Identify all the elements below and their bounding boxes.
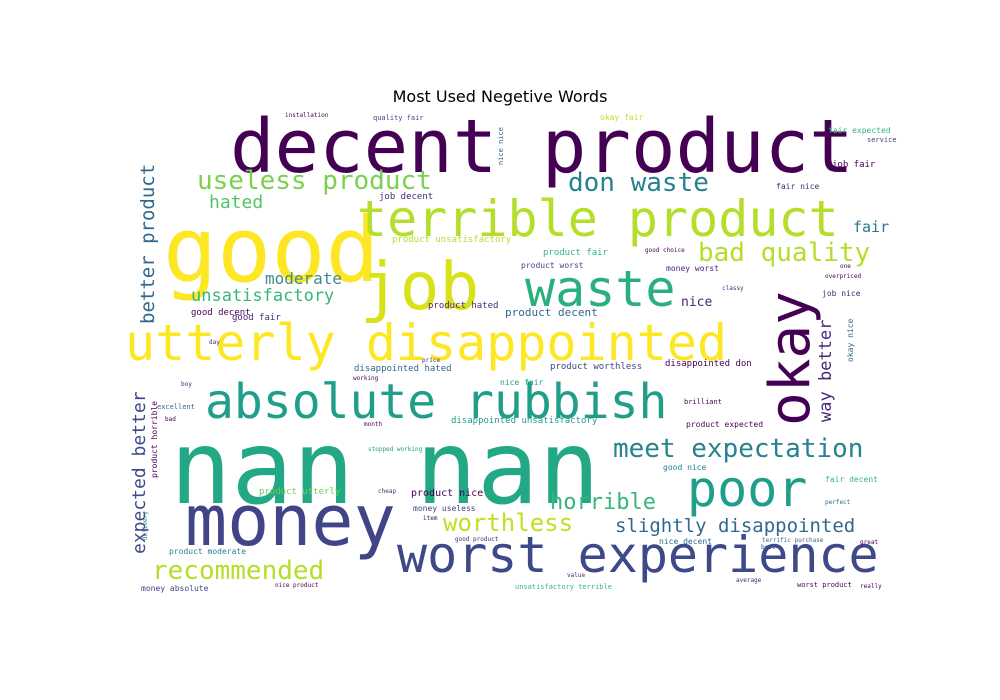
word-product-expected: product expected: [686, 420, 764, 429]
word-fair-expected: fair expected: [828, 126, 891, 135]
word-excellent: excellent: [157, 403, 195, 411]
word-slightly-disappointed: slightly disappointed: [615, 515, 856, 537]
word-hated: hated: [209, 192, 264, 213]
word-terrible-product: terrible product: [357, 190, 839, 248]
word-good-fair: good fair: [232, 313, 281, 323]
word-decent-product: decent product: [230, 106, 854, 190]
word-brilliant: brilliant: [684, 398, 722, 406]
word-good-nice: good nice: [663, 463, 707, 472]
word-money-useless: money useless: [413, 504, 476, 513]
word-product-unsatisfactory: product unsatisfactory: [392, 235, 512, 245]
word-unsatisfactory-terrible: unsatisfactory terrible: [515, 583, 612, 591]
word-bad: bad: [165, 416, 176, 423]
word-unsatisfactory: unsatisfactory: [191, 286, 335, 306]
word-money-absolute: money absolute: [141, 584, 209, 593]
word-disappointed-hated: disappointed hated: [354, 364, 452, 374]
word-boy: boy: [181, 381, 192, 388]
word-classy: classy: [722, 285, 744, 292]
word-job-decent: job decent: [379, 192, 434, 202]
word-cheap: cheap: [378, 488, 397, 495]
word-product-worst: product worst: [521, 261, 584, 270]
word-nice-product: nice product: [275, 582, 319, 589]
word-product-decent: product decent: [505, 306, 598, 319]
figure-title: Most Used Negetive Words: [392, 87, 608, 106]
word-money: money: [185, 480, 396, 562]
word-one: one: [840, 263, 851, 270]
word-product-utterly: product utterly: [259, 487, 341, 497]
word-poor: poor: [687, 460, 808, 518]
word-job-nice: job nice: [822, 289, 861, 298]
word-nice-decent: nice decent: [659, 537, 712, 546]
word-price: price: [422, 357, 441, 364]
word-money-worst: money worst: [666, 264, 719, 273]
word-cloud: decent product good job nan nan money utterly…: [125, 106, 900, 596]
word-recommended: recommended: [152, 556, 325, 586]
word-okay-fair: okay fair: [600, 113, 644, 122]
word-month: month: [364, 421, 383, 428]
word-average: average: [736, 577, 762, 584]
word-okay-nice: okay nice: [846, 318, 855, 362]
word-fair: fair: [853, 218, 890, 236]
word-way-better: way better: [816, 319, 836, 422]
word-job: job: [360, 248, 480, 325]
word-good: good: [163, 198, 380, 303]
word-moderate: moderate: [265, 269, 343, 288]
word-best: best: [761, 544, 776, 551]
word-service: service: [867, 136, 897, 144]
word-product-fair: product fair: [543, 248, 609, 258]
word-nice-nice: nice nice: [497, 127, 505, 165]
word-utterly-disappointed: utterly disappointed: [125, 314, 728, 372]
word-nice: nice: [681, 295, 713, 310]
word-good-decent: good decent: [191, 308, 251, 318]
word-fair-decent: fair decent: [825, 475, 878, 484]
word-horrible: horrible: [550, 490, 656, 515]
word-product-hated: product hated: [428, 301, 499, 311]
word-worthless: worthless: [443, 509, 574, 537]
word-disappointed-don: disappointed don: [665, 359, 752, 369]
word-good-choice: good choice: [645, 247, 685, 254]
word-quality-fair: quality fair: [373, 114, 424, 122]
word-nan-nan: nan nan: [170, 409, 600, 528]
word-installation: installation: [285, 112, 329, 119]
word-product-nice: product nice: [411, 488, 484, 499]
word-don-waste: don waste: [568, 168, 709, 198]
word-worst-experience: worst experience: [397, 526, 879, 584]
word-disappointed-unsatisfactory: disappointed unsatisfactory: [451, 416, 598, 426]
word-overpriced: overpriced: [825, 273, 862, 280]
word-item: item: [423, 515, 438, 522]
word-perfect: perfect: [825, 499, 851, 506]
word-waste: waste: [525, 260, 676, 318]
word-great: great: [860, 539, 879, 546]
word-working: working: [353, 375, 379, 382]
word-useless-product: useless product: [197, 166, 432, 196]
word-nice-fair: nice fair: [500, 378, 544, 387]
word-day: day: [209, 339, 220, 346]
word-absolute-rubbish: absolute rubbish: [205, 374, 668, 430]
word-good-product: good product: [455, 536, 499, 543]
word-terrific-purchase: terrific purchase: [762, 537, 824, 544]
word-okay: okay: [758, 291, 823, 426]
word-really: really: [860, 583, 882, 590]
word-better-product: better product: [137, 163, 159, 324]
word-stopped-working: stopped working: [368, 446, 423, 453]
word-bad-quality: bad quality: [698, 238, 871, 268]
word-job-fair: job fair: [832, 160, 876, 170]
word-value: value: [567, 572, 586, 579]
word-meet-expectation: meet expectation: [613, 434, 864, 464]
word-product-worthless: product worthless: [550, 362, 643, 372]
word-fair-nice: fair nice: [776, 182, 820, 191]
word-delivery: delivery: [142, 511, 149, 540]
word-product-moderate: product moderate: [169, 547, 247, 556]
word-worst-product: worst product: [797, 581, 852, 589]
word-product-horrible: product horrible: [150, 400, 159, 478]
